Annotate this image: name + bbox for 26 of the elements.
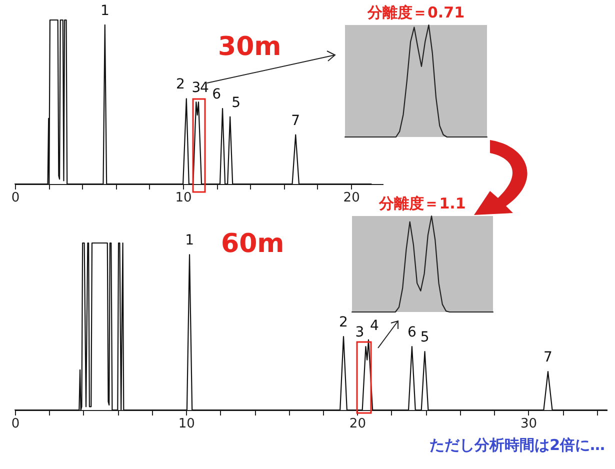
annotation: 4 [200,80,210,96]
annotation: 2 [339,314,348,331]
annotation: 7 [291,112,300,129]
x-tick-label: 10 [175,190,192,206]
text: 30m [218,32,282,62]
chart-title: 分離度＝1.1 [378,194,466,212]
annotation: 5 [232,94,241,111]
chart-title: 60m [221,229,284,259]
x-tick-label: 20 [349,416,366,432]
annotation: 3 [355,324,364,341]
annotation: 6 [407,324,416,341]
x-tick-label: 0 [11,190,20,206]
annotation: 3 [192,80,201,96]
x-tick-label: 30 [520,416,538,432]
annotation: 7 [544,350,552,366]
text: ただし分析時間は2倍に… [430,436,605,454]
x-tick-label: 0 [11,416,20,432]
annotation: 2 [176,76,185,93]
chart-title: 分離度＝0.71 [366,3,465,22]
x-tick-label: 20 [343,190,360,206]
annotation: 4 [370,318,380,334]
annotation: 6 [212,86,222,103]
annotation: 5 [420,330,430,346]
annotation: 1 [100,2,110,19]
annotation: 1 [185,232,194,249]
x-tick-label: 10 [178,416,195,432]
